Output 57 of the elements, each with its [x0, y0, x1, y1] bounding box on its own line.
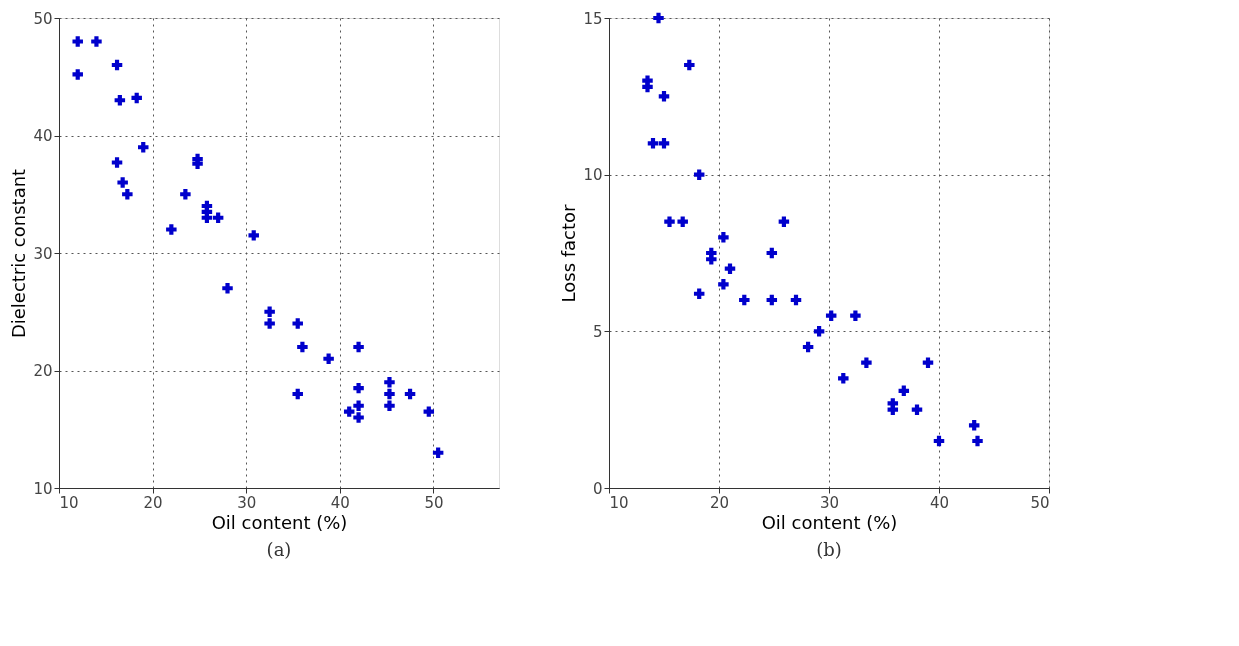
- y-tick-label: 10: [583, 166, 603, 185]
- x-tick-label: 20: [143, 493, 163, 512]
- point: [297, 341, 308, 353]
- x-tick-label: 50: [1030, 493, 1050, 512]
- text: (b): [816, 539, 842, 560]
- y-tick-label: 50: [33, 9, 53, 28]
- point: [432, 447, 444, 458]
- point: [212, 212, 224, 223]
- point: [353, 400, 364, 411]
- point: [353, 412, 364, 423]
- point: [111, 157, 123, 168]
- y-tick-label: 5: [592, 322, 603, 341]
- y-axis-title: Dielectric constant: [8, 168, 30, 339]
- x-tick-label: 50: [424, 493, 444, 512]
- point: [353, 382, 364, 394]
- point: [180, 189, 191, 200]
- point: [114, 95, 126, 106]
- text: (a): [266, 539, 292, 560]
- y-tick-label: 20: [33, 362, 53, 380]
- point: [138, 142, 149, 153]
- y-tick-label: 40: [33, 127, 53, 145]
- point: [423, 406, 435, 417]
- point: [72, 69, 83, 80]
- point: [131, 92, 142, 104]
- x-tick-label: 30: [237, 493, 257, 512]
- point: [292, 388, 303, 400]
- y-tick-label: 30: [33, 244, 53, 263]
- y-tick-label: 0: [592, 479, 603, 498]
- y-axis-title: Loss factor: [558, 203, 580, 303]
- point: [166, 224, 177, 235]
- point: [72, 36, 83, 47]
- y-tick-label: 10: [33, 479, 53, 498]
- point: [384, 377, 395, 388]
- point: [264, 306, 275, 317]
- x-axis-title: Oil content (%): [761, 511, 898, 533]
- point: [384, 388, 395, 400]
- point: [343, 406, 355, 417]
- x-tick-label: 10: [609, 493, 629, 512]
- x-tick-label: 40: [330, 493, 350, 512]
- x-tick-label: 10: [59, 493, 79, 512]
- point: [404, 388, 416, 400]
- point: [292, 318, 303, 329]
- point: [91, 36, 102, 47]
- point: [122, 189, 133, 200]
- point: [111, 59, 123, 71]
- y-tick-label: 15: [583, 9, 603, 28]
- x-axis-title: Oil content (%): [211, 511, 348, 533]
- point: [384, 400, 395, 411]
- x-tick-label: 30: [819, 493, 840, 512]
- point: [248, 230, 259, 241]
- x-tick-label: 40: [929, 493, 950, 512]
- point: [222, 283, 233, 294]
- point: [323, 353, 334, 364]
- point: [117, 177, 128, 188]
- point: [353, 341, 364, 353]
- point: [264, 318, 275, 329]
- x-tick-label: 20: [709, 493, 730, 512]
